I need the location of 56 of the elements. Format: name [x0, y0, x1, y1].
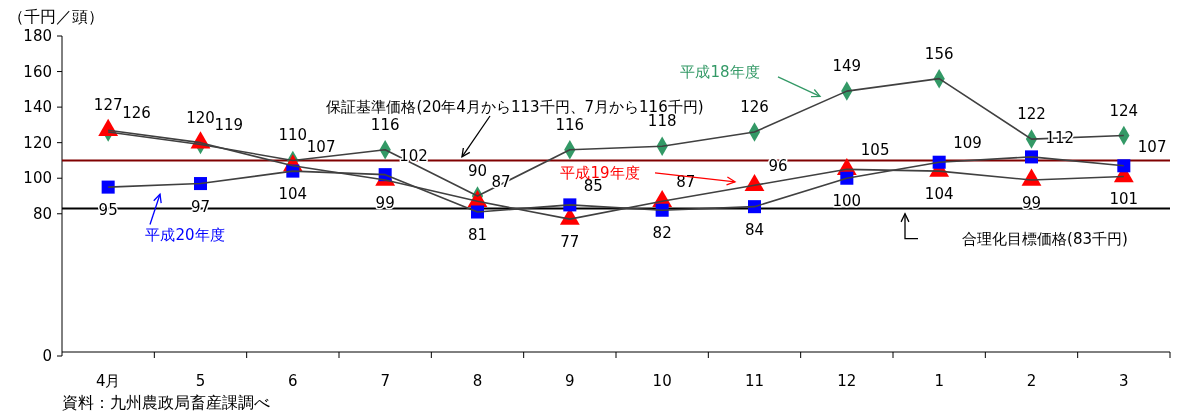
data-label: 119 — [214, 116, 244, 135]
data-label: 107 — [1137, 137, 1167, 156]
y-tick-label: 120 — [23, 133, 52, 152]
data-label: 101 — [1109, 190, 1139, 209]
x-tick-label: 10 — [652, 372, 672, 390]
data-label: 99 — [375, 194, 395, 212]
x-tick-label: 4月 — [95, 372, 121, 390]
data-label: 105 — [860, 141, 890, 160]
data-label: 127 — [93, 96, 123, 115]
data-label: 116 — [370, 115, 400, 134]
data-label: 120 — [186, 108, 215, 127]
data-label: 110 — [278, 126, 308, 145]
ref-line-label: 合理化目標価格(83千円) — [962, 229, 1128, 248]
data-label: 107 — [306, 137, 336, 156]
data-label: 99 — [1021, 194, 1042, 212]
x-tick-label: 6 — [288, 372, 298, 390]
data-label: 102 — [399, 146, 428, 165]
data-label: 90 — [467, 162, 488, 180]
y-tick-label: 100 — [23, 169, 52, 188]
x-tick-label: 11 — [744, 372, 765, 390]
text: 平成18年度 — [680, 62, 760, 81]
x-tick-label: 9 — [565, 372, 575, 390]
data-label: 104 — [278, 185, 308, 204]
data-label: 126 — [740, 98, 769, 116]
y-axis-title: （千円／頭） — [8, 7, 104, 26]
data-label: 156 — [924, 44, 954, 63]
data-label: 124 — [1109, 101, 1139, 120]
data-label: 104 — [924, 185, 954, 204]
data-label: 81 — [467, 226, 488, 244]
x-tick-label: 7 — [380, 372, 390, 390]
y-tick-label: 160 — [23, 62, 52, 81]
x-tick-label: 2 — [1026, 372, 1037, 390]
data-label: 149 — [832, 57, 862, 76]
x-tick-label: 3 — [1119, 372, 1129, 390]
data-label: 126 — [122, 104, 151, 122]
text: 資料：九州農政局畜産課調べ — [62, 393, 270, 412]
y-tick-label: 180 — [23, 27, 52, 46]
data-label: 116 — [555, 115, 585, 134]
point — [1117, 159, 1131, 173]
y-tick-label: 0 — [42, 347, 52, 366]
x-tick-label: 8 — [472, 372, 483, 390]
x-tick-label: 1 — [934, 372, 944, 390]
legend-label: 平成20年度 — [145, 226, 225, 245]
y-tick-label: 80 — [32, 205, 52, 224]
y-tick-label: 140 — [23, 98, 52, 117]
data-label: 109 — [953, 134, 982, 153]
data-label: 84 — [744, 220, 765, 239]
x-tick-label: 5 — [195, 372, 206, 390]
x-tick-label: 12 — [837, 372, 857, 390]
data-label: 96 — [768, 157, 788, 176]
data-label: 87 — [676, 173, 696, 192]
data-label: 82 — [652, 224, 672, 243]
data-label: 100 — [832, 192, 862, 211]
data-label: 77 — [560, 233, 580, 252]
data-label: 122 — [1017, 105, 1046, 124]
point — [101, 180, 115, 194]
